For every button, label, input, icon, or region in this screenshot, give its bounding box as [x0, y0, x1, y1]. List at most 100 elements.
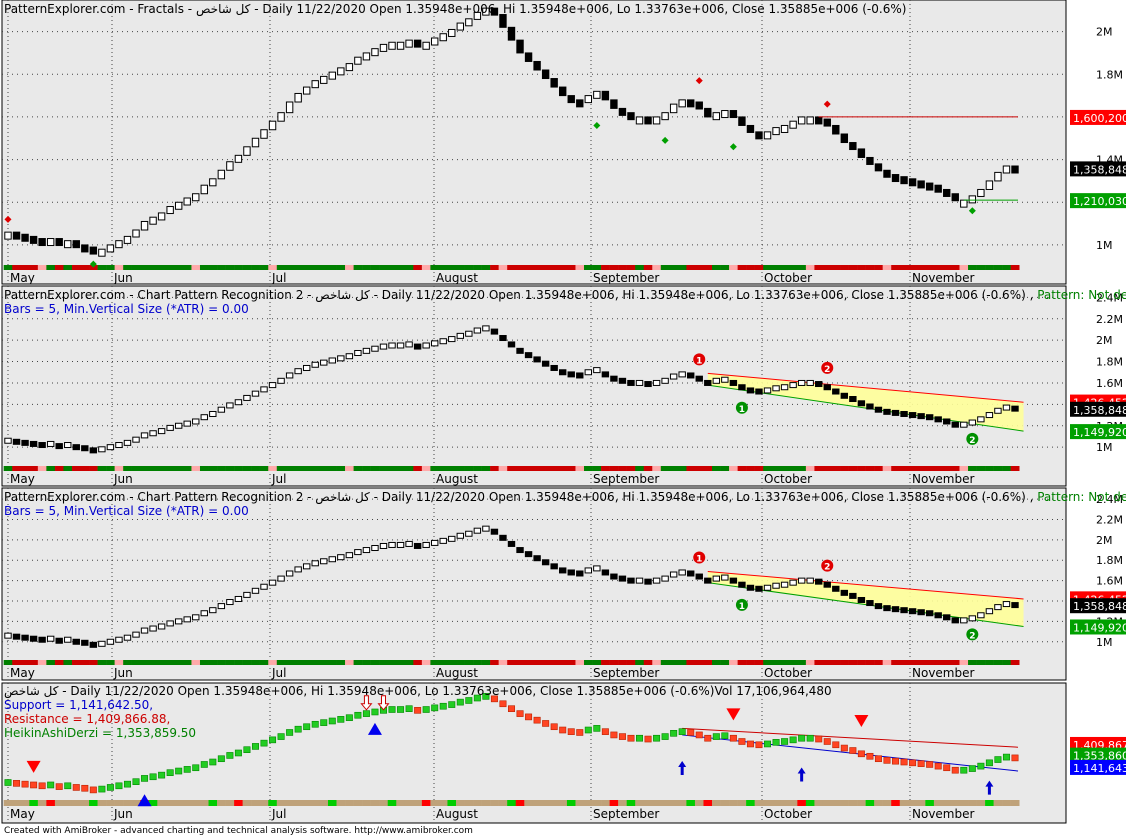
- pattern1-candle: [217, 406, 226, 413]
- fractals-strip-cell: [106, 265, 115, 270]
- pattern1-title-text: PatternExplorer.com - Chart Pattern Reco…: [4, 288, 1034, 302]
- fractals-candle: [541, 69, 550, 80]
- heikin-candle: [917, 760, 925, 767]
- pattern2-candle: [917, 609, 925, 616]
- fractals-strip-cell: [857, 265, 866, 270]
- fractals-strip-cell: [302, 265, 312, 270]
- pattern2-candle: [140, 627, 149, 634]
- fractals-value-badge-label: 1,210,030: [1073, 195, 1126, 208]
- heikin-strip-cell: [302, 800, 312, 806]
- pattern1-candle: [328, 357, 336, 364]
- pattern1-title: PatternExplorer.com - Chart Pattern Reco…: [4, 288, 1126, 302]
- heikin-candle: [533, 716, 541, 724]
- pattern2-candle: [866, 600, 874, 607]
- pattern2-strip-cell: [558, 660, 568, 665]
- heikin-candle: [499, 700, 507, 708]
- pattern1-candle: [960, 421, 968, 428]
- pattern1-strip-cell: [541, 466, 551, 471]
- pattern1-strip-cell: [916, 466, 926, 471]
- heikin-strip-cell: [455, 800, 465, 806]
- pattern1-candle: [268, 382, 277, 389]
- heikin-buy-triangle: [367, 722, 382, 735]
- pattern1-strip-cell: [797, 466, 807, 471]
- heikin-strip-cell: [353, 800, 363, 806]
- heikin-candle: [175, 767, 183, 775]
- heikin-candle: [303, 723, 311, 731]
- pattern1-candle: [81, 445, 89, 452]
- pattern1-candle: [883, 408, 891, 415]
- pattern1-candle: [994, 407, 1002, 414]
- pattern2-strip-cell: [276, 660, 286, 665]
- heikin-candle: [994, 756, 1002, 763]
- heikin-strip-cell: [174, 800, 184, 806]
- heikin-candle: [320, 719, 328, 726]
- pattern2-candle: [524, 551, 533, 558]
- pattern2-strip-cell: [131, 660, 141, 665]
- pattern1-y-tick-label: 1.8M: [1096, 356, 1123, 369]
- pattern2-y-tick-label: 1.8M: [1096, 554, 1123, 567]
- pattern2-candle: [985, 608, 994, 615]
- fractals-candle: [729, 110, 738, 119]
- heikin-candle: [47, 781, 55, 789]
- heikin-strip-cell: [182, 800, 192, 806]
- pattern1-strip-cell: [63, 466, 73, 471]
- pattern2-strip-cell: [182, 660, 192, 665]
- heikin-strip-cell: [327, 800, 337, 806]
- pattern2-strip-cell: [797, 660, 807, 665]
- pattern2-candle: [516, 547, 524, 554]
- pattern1-candle: [499, 335, 507, 342]
- pattern2-bottom-point: [966, 628, 979, 641]
- fractals-strip-cell: [882, 265, 892, 270]
- fractals-candle: [772, 127, 780, 136]
- fractals-candle: [704, 107, 712, 118]
- pattern2-strip-cell: [404, 660, 414, 665]
- pattern2-x-tick-label: May: [10, 666, 35, 680]
- pattern1-strip-cell: [285, 466, 295, 471]
- heikin-strip-cell: [490, 800, 499, 806]
- pattern2-title: PatternExplorer.com - Chart Pattern Reco…: [4, 490, 1126, 504]
- pattern1-strip-cell: [618, 466, 627, 471]
- pattern2-candle: [746, 584, 755, 591]
- fractals-background: [1, 0, 1067, 285]
- pattern2-strip-cell: [720, 660, 730, 665]
- heikin-pane: May Jun Jul August September October November 1…: [1, 682, 1126, 824]
- heikin-strip-cell: [660, 800, 670, 806]
- pattern1-strip-cell: [302, 466, 312, 471]
- fractals-strip-cell: [319, 265, 329, 270]
- pattern1-candle: [977, 416, 985, 423]
- pattern1-strip-cell: [950, 466, 960, 471]
- heikin-candle: [857, 750, 865, 758]
- heikin-candle: [294, 725, 302, 733]
- fractals-candle: [234, 154, 243, 163]
- heikin-candle: [354, 711, 362, 719]
- pattern1-candle: [29, 440, 38, 447]
- pattern1-strip-cell: [993, 466, 1003, 471]
- fractals-candle: [4, 231, 12, 240]
- fractals-candle: [29, 235, 38, 244]
- fractals-strip-cell: [97, 265, 107, 270]
- pattern1-candle: [934, 416, 942, 423]
- pattern1-strip-cell: [1002, 466, 1011, 471]
- pattern2-candle: [157, 623, 166, 630]
- heikin-strip-cell: [46, 800, 56, 806]
- fractals-candle: [81, 244, 89, 253]
- fractals-strip-cell: [840, 265, 849, 270]
- heikin-value-badge: [1070, 747, 1126, 763]
- heikin-legend: Support = 1,141,642.50, Resistance = 1,4…: [4, 698, 196, 740]
- pattern2-strip-cell: [635, 660, 645, 665]
- heikin-strip-cell: [857, 800, 866, 806]
- heikin-strip-cell: [157, 800, 167, 806]
- pattern1-strip-cell: [370, 466, 380, 471]
- heikin-strip-cell: [669, 800, 679, 806]
- pattern2-strip-cell: [686, 660, 696, 665]
- pattern1-candle: [490, 328, 499, 335]
- pattern2-strip-cell: [438, 660, 448, 665]
- pattern2-bottom-point-label: 1: [739, 602, 745, 612]
- heikin-candle: [567, 728, 575, 735]
- pattern1-strip-cell: [413, 466, 423, 471]
- heikin-candle: [123, 780, 131, 788]
- heikin-strip-cell: [720, 800, 730, 806]
- fractals-strip-cell: [746, 265, 755, 270]
- fractals-strip-cell: [438, 265, 448, 270]
- fractals-strip-cell: [199, 265, 209, 270]
